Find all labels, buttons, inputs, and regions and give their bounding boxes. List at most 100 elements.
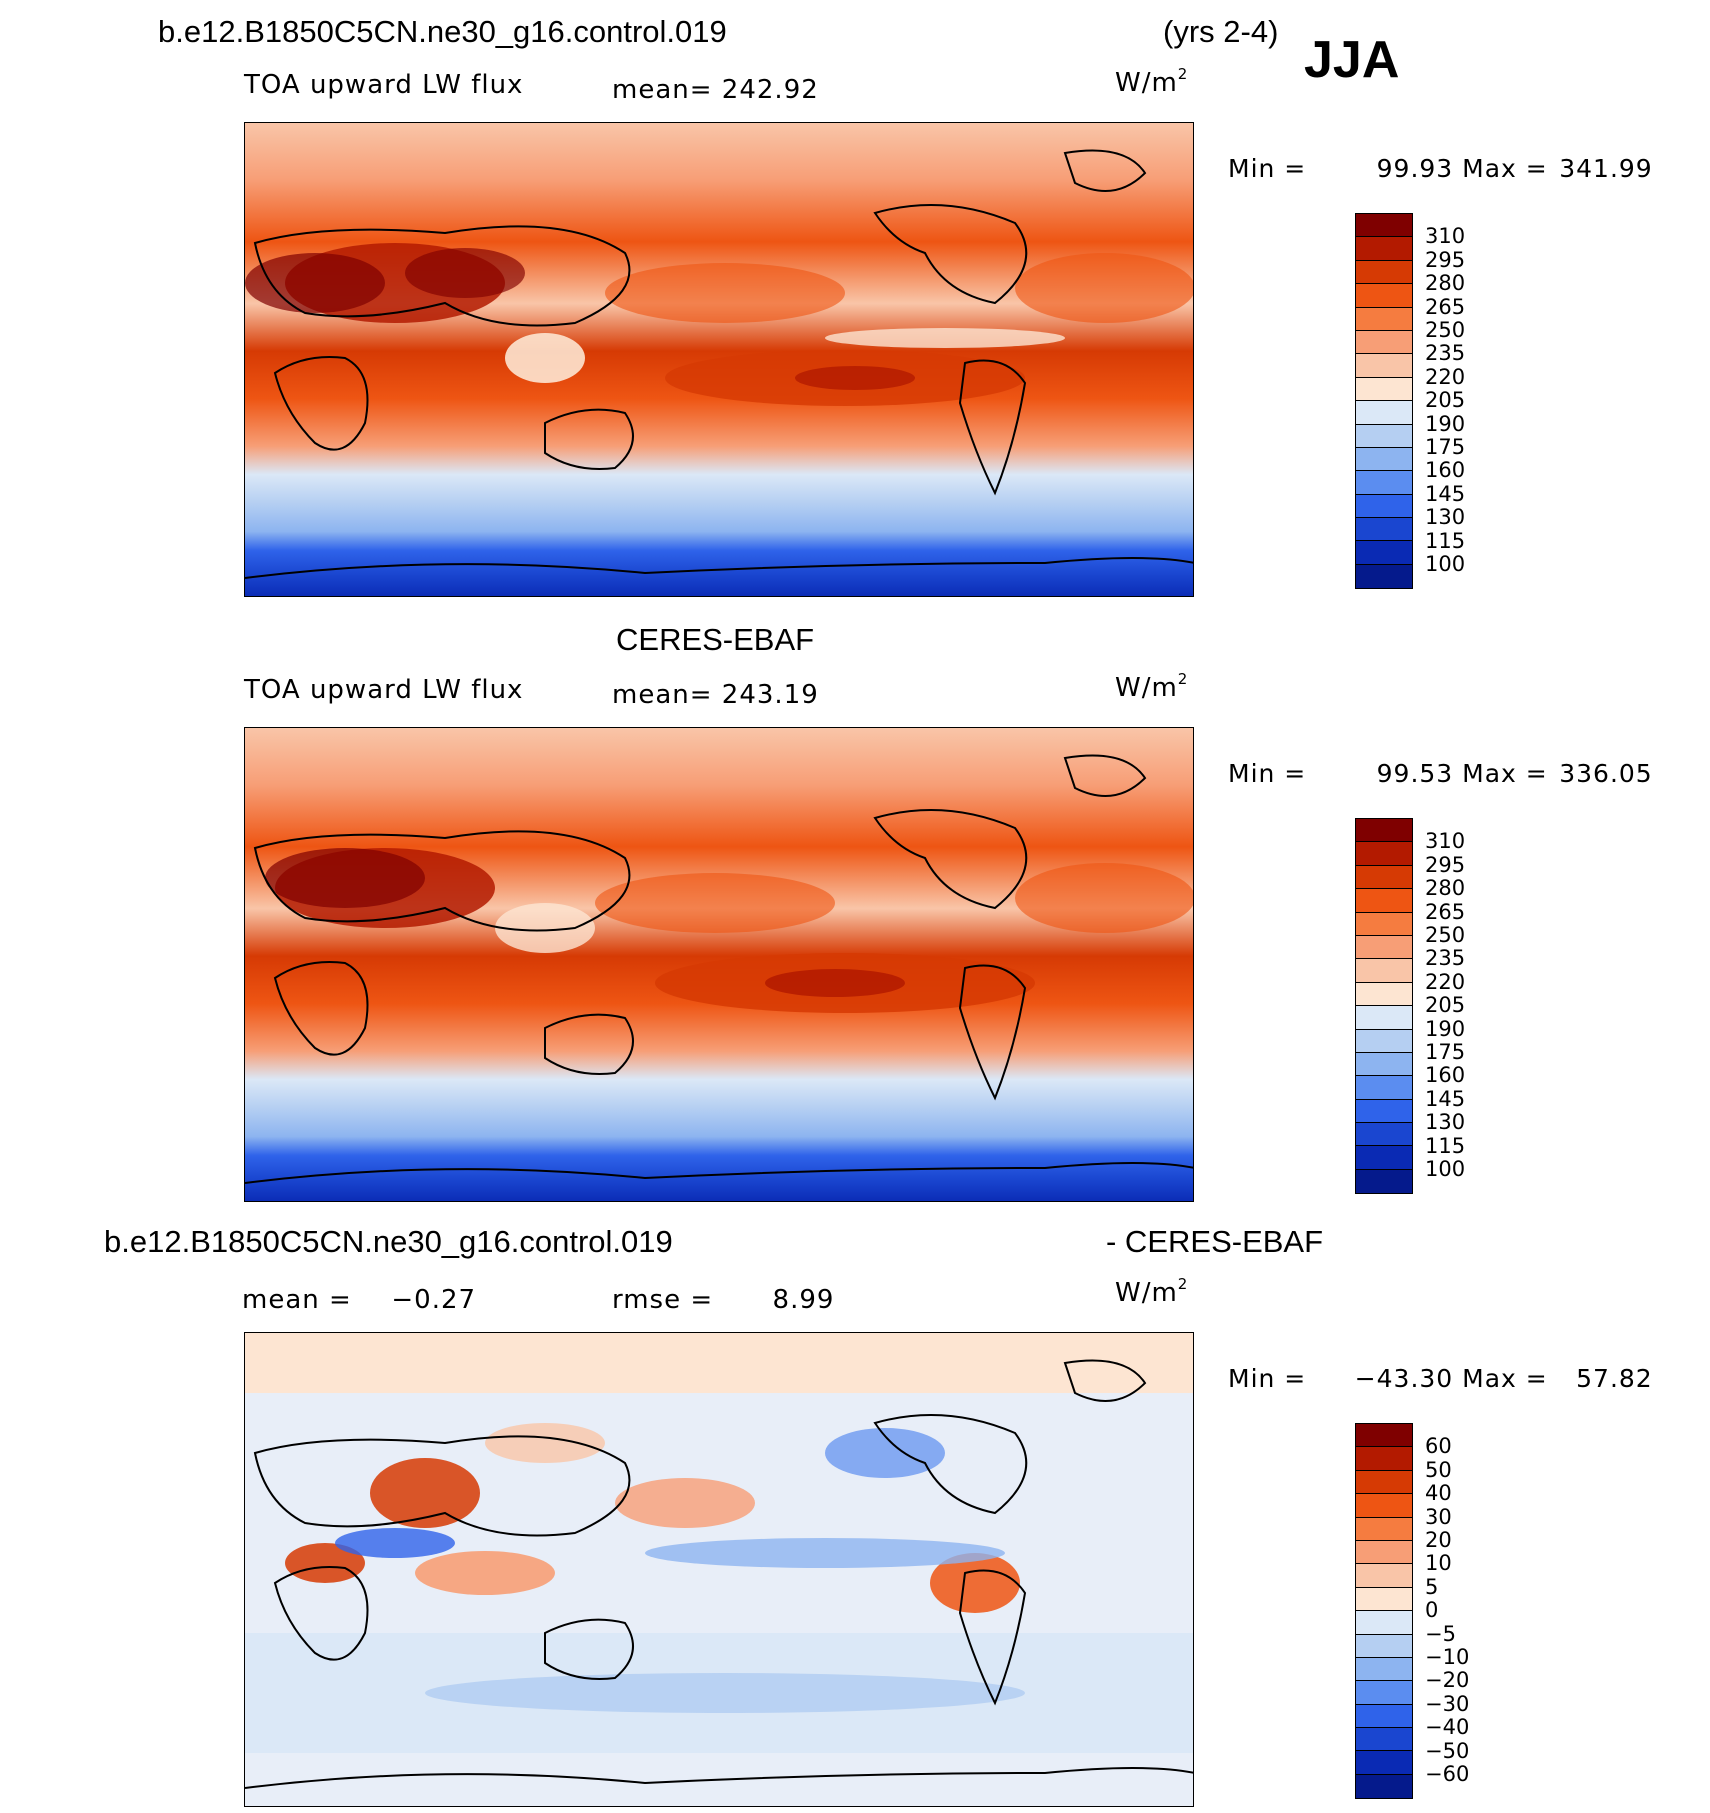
colorbar-tick-label: 265: [1425, 899, 1466, 924]
map-diff: [245, 1333, 1193, 1806]
colorbar-tick-label: 280: [1425, 876, 1466, 901]
colorbar-tick-label: 145: [1425, 1086, 1466, 1111]
colorbar-tick-label: −30: [1425, 1691, 1470, 1716]
mean-value: −0.27: [391, 1285, 477, 1315]
colorbar-tick-label: 235: [1425, 341, 1466, 366]
colorbar-box: [1356, 1517, 1412, 1541]
colorbar-box: [1356, 1123, 1412, 1147]
colorbar-box: [1356, 424, 1412, 448]
mean-label: mean=: [612, 75, 713, 105]
season-label: JJA: [1304, 31, 1400, 89]
colorbar-box: [1356, 1540, 1412, 1565]
colorbar-tick-label: −5: [1425, 1621, 1456, 1646]
colorbar-box: [1356, 447, 1412, 472]
colorbar-box: [1356, 237, 1412, 261]
colorbar-box: [1356, 1774, 1412, 1799]
panel-diff-minmax: Min = −43.30 Max = 57.82: [1228, 1366, 1653, 1391]
case-title: b.e12.B1850C5CN.ne30_g16.control.019: [158, 14, 727, 49]
colorbar-box: [1356, 214, 1412, 238]
colorbar-box: [1356, 260, 1412, 285]
colorbar-tick-label: 100: [1425, 552, 1466, 576]
colorbar-box: [1356, 1006, 1412, 1030]
colorbar-diff: [1355, 1423, 1413, 1800]
colorbar-obs: [1355, 818, 1413, 1195]
colorbar-box: [1356, 982, 1412, 1007]
colorbar-tick-label: 115: [1425, 528, 1466, 553]
colorbar-box: [1356, 1076, 1412, 1100]
colorbar-box: [1356, 401, 1412, 425]
max-label: Max =: [1462, 759, 1548, 788]
panel-model-units: W/m2: [1115, 65, 1188, 97]
colorbar-tick-label: 310: [1425, 829, 1466, 854]
colorbar-tick-label: 220: [1425, 364, 1466, 389]
panel-obs-units: W/m2: [1115, 670, 1188, 703]
colorbar-box: [1356, 1657, 1412, 1682]
colorbar-box: [1356, 518, 1412, 542]
colorbar-box: [1356, 1424, 1412, 1448]
min-value: 99.93: [1376, 154, 1454, 183]
colorbar-box: [1356, 889, 1412, 913]
rmse-value: 8.99: [772, 1285, 835, 1315]
max-value: 336.05: [1559, 759, 1653, 788]
colorbar-box: [1356, 1611, 1412, 1635]
colorbar-tick-label: −40: [1425, 1715, 1470, 1740]
colorbar-box: [1356, 1470, 1412, 1495]
panel-diff-units: W/m2: [1115, 1277, 1187, 1308]
colorbar-tick-label: 280: [1425, 271, 1466, 296]
colorbar-model: [1355, 213, 1413, 590]
mean-value: 242.92: [721, 75, 819, 105]
colorbar-tick-label: 60: [1425, 1434, 1452, 1459]
colorbar-tick-label: 295: [1425, 852, 1466, 877]
colorbar-tick-label: 130: [1425, 505, 1466, 530]
colorbar-tick-label: −20: [1425, 1668, 1470, 1693]
colorbar-tick-label: 50: [1425, 1457, 1452, 1482]
years-label: (yrs 2-4): [1163, 14, 1279, 49]
colorbar-tick-label: 130: [1425, 1110, 1466, 1135]
panel-model-map: [244, 122, 1194, 597]
min-value: 99.53: [1376, 759, 1454, 788]
max-label: Max =: [1462, 154, 1548, 183]
units-exponent: 2: [1177, 670, 1188, 688]
colorbar-tick-label: −60: [1425, 1762, 1470, 1786]
colorbar-tick-label: 250: [1425, 318, 1466, 342]
max-label: Max =: [1462, 1364, 1548, 1393]
mean-label: mean=: [612, 680, 713, 710]
colorbar-box: [1356, 1704, 1412, 1729]
min-label: Min =: [1228, 759, 1307, 788]
colorbar-tick-label: 10: [1425, 1551, 1452, 1576]
colorbar-box: [1356, 307, 1412, 331]
colorbar-tick-label: 205: [1425, 388, 1466, 413]
colorbar-tick-label: 310: [1425, 224, 1466, 249]
colorbar-box: [1356, 541, 1412, 565]
colorbar-tick-label: 40: [1425, 1481, 1452, 1506]
min-label: Min =: [1228, 154, 1307, 183]
colorbar-box: [1356, 1029, 1412, 1053]
colorbar-tick-label: 20: [1425, 1528, 1452, 1552]
map-model: [245, 123, 1193, 596]
colorbar-tick-label: 295: [1425, 247, 1466, 272]
colorbar-box: [1356, 564, 1412, 589]
colorbar-box: [1356, 842, 1412, 866]
panel-model-minmax: Min = 99.93 Max = 341.99: [1228, 156, 1653, 181]
colorbar-box: [1356, 865, 1412, 890]
colorbar-box: [1356, 935, 1412, 960]
colorbar-box: [1356, 1052, 1412, 1077]
units-exponent: 2: [1177, 65, 1188, 83]
colorbar-box: [1356, 1634, 1412, 1658]
units-base: W/m: [1115, 1278, 1178, 1308]
colorbar-box: [1356, 1169, 1412, 1194]
panel-diff-rmse: rmse = 8.99: [612, 1287, 834, 1313]
panel-obs-mean: mean= 243.19: [612, 682, 819, 708]
colorbar-tick-label: 265: [1425, 294, 1466, 319]
panel-diff-title-left: b.e12.B1850C5CN.ne30_g16.control.019: [104, 1224, 673, 1259]
colorbar-tick-label: 175: [1425, 1040, 1466, 1064]
colorbar-tick-label: 205: [1425, 993, 1466, 1018]
colorbar-box: [1356, 819, 1412, 843]
max-value: 341.99: [1559, 154, 1653, 183]
panel-obs-variable: TOA upward LW flux: [244, 675, 524, 705]
rmse-label: rmse =: [612, 1285, 714, 1315]
colorbar-box: [1356, 1751, 1412, 1775]
colorbar-tick-label: 250: [1425, 923, 1466, 947]
units-base: W/m: [1115, 673, 1178, 703]
mean-value: 243.19: [721, 680, 819, 710]
